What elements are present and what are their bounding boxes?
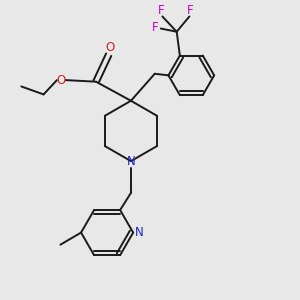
Text: F: F — [187, 4, 194, 17]
Text: F: F — [152, 21, 158, 34]
Text: O: O — [56, 74, 65, 87]
Text: N: N — [134, 226, 143, 239]
Text: F: F — [158, 4, 164, 17]
Text: O: O — [105, 41, 114, 54]
Text: N: N — [127, 154, 135, 168]
